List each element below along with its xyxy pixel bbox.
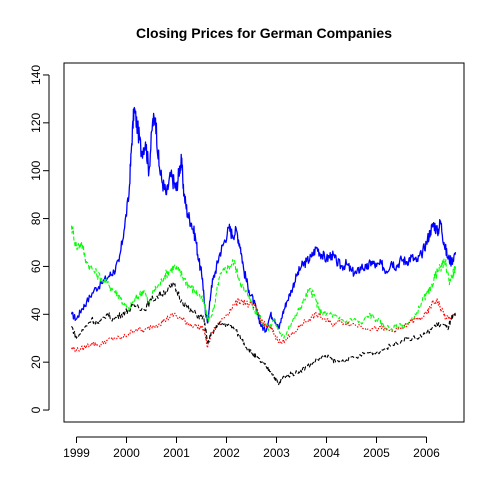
x-axis: 1999 2000 2001 2002 2003 2004 2005 2006 <box>63 436 440 460</box>
plot-frame <box>63 62 465 423</box>
y-tick-label: 40 <box>29 307 43 321</box>
x-tick-label: 1999 <box>63 446 90 460</box>
y-tick-label: 60 <box>29 259 43 273</box>
series-line-3 <box>71 282 457 386</box>
x-tick-label: 2001 <box>163 446 190 460</box>
series-line-0 <box>70 106 457 333</box>
x-tick-label: 2003 <box>263 446 290 460</box>
y-tick-label: 0 <box>29 406 43 413</box>
y-axis: 0 20 40 60 80 100 120 140 <box>29 65 50 413</box>
series-layer <box>70 106 457 386</box>
x-tick-label: 2004 <box>313 446 340 460</box>
y-tick-label: 140 <box>29 65 43 85</box>
x-tick-label: 2005 <box>363 446 390 460</box>
y-tick-label: 120 <box>29 113 43 133</box>
chart-title: Closing Prices for German Companies <box>136 25 392 41</box>
series-line-1 <box>70 225 457 339</box>
y-tick-label: 20 <box>29 355 43 369</box>
x-tick-label: 2002 <box>213 446 240 460</box>
x-tick-label: 2000 <box>113 446 140 460</box>
y-tick-label: 100 <box>29 160 43 180</box>
y-tick-label: 80 <box>29 212 43 226</box>
x-tick-label: 2006 <box>413 446 440 460</box>
